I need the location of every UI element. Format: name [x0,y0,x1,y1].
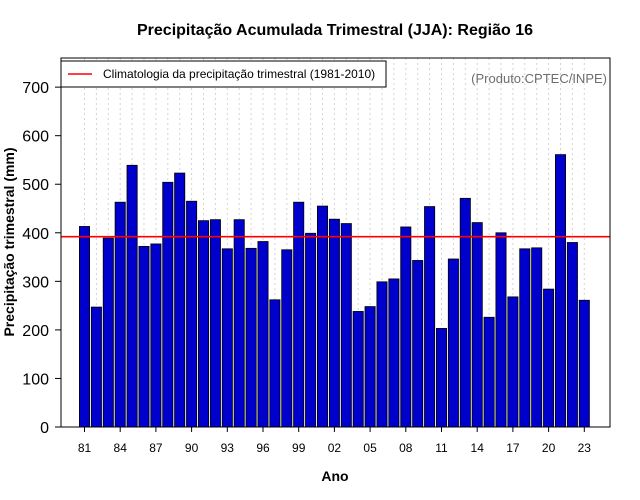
bar-2010 [424,206,436,428]
bar-2002 [328,218,340,428]
legend-box [60,60,387,88]
bar-2022 [566,242,578,428]
bar-1994 [233,219,245,428]
bar-1992 [209,219,221,428]
bar-1997 [269,299,281,428]
y-tick-label: 600 [22,129,49,146]
bar-2001 [316,205,328,428]
x-tick-label: 81 [78,441,92,455]
x-tick-label: 84 [114,441,128,455]
bar-1987 [150,243,162,428]
bar-2019 [531,247,543,428]
bar-1983 [102,237,114,428]
bar-1981 [79,226,91,428]
bar-2016 [495,232,507,428]
bar-2021 [555,154,567,428]
x-tick-label: 20 [542,441,556,455]
bar-2006 [376,281,388,428]
bar-1988 [162,181,174,428]
bar-1985 [126,164,138,428]
bar-1995 [245,247,257,428]
y-tick-label: 500 [22,177,49,194]
bar-2003 [340,223,352,428]
x-tick-label: 99 [292,441,306,455]
x-tick-label: 11 [435,441,448,455]
bar-1986 [138,245,150,428]
x-tick-label: 90 [185,441,199,455]
x-tick-label: 23 [578,441,592,455]
bar-2009 [412,260,424,428]
y-axis: 0 100 200 300 400 500 600 700 [22,80,61,437]
bar-2008 [400,226,412,428]
x-tick-label: 93 [221,441,235,455]
plot-frame [60,57,611,428]
bar-1982 [90,306,102,428]
bar-1989 [174,172,186,428]
x-tick-label: 02 [328,441,342,455]
bar-2005 [364,306,376,428]
bar-2013 [459,197,471,428]
grid-lines [84,58,585,427]
bar-1990 [186,200,198,428]
bar-2007 [388,278,400,428]
bar-1991 [197,220,209,428]
legend: Climatologia da precipitação trimestral … [60,60,387,88]
x-tick-label: 14 [471,441,485,455]
y-tick-label: 0 [40,420,49,437]
y-tick-label: 300 [22,274,49,291]
chart-title: Precipitação Acumulada Trimestral (JJA):… [137,22,533,39]
y-axis-title: Precipitação trimestral (mm) [1,147,17,336]
legend-label: Climatologia da precipitação trimestral … [103,67,375,81]
bar-2015 [483,316,495,428]
bar-1998 [281,249,293,428]
bar-2023 [578,299,590,428]
x-axis-title: Ano [321,468,348,484]
bar-2004 [352,311,364,428]
bar-2011 [435,328,447,428]
bar-2017 [507,296,519,428]
bars [79,154,590,428]
y-tick-label: 200 [22,323,49,340]
bar-2018 [519,248,531,428]
x-tick-label: 17 [506,441,520,455]
x-tick-label: 96 [256,441,270,455]
x-axis: 81 84 87 90 93 96 99 02 05 08 11 14 17 20 23 [78,427,591,455]
bar-2020 [543,288,555,428]
bar-1993 [221,248,233,428]
x-tick-label: 87 [149,441,163,455]
credit-text: (Produto:CPTEC/INPE) [471,71,607,86]
y-tick-label: 100 [22,371,49,388]
bar-2014 [471,222,483,428]
x-tick-label: 08 [399,441,413,455]
bar-2012 [447,258,459,428]
y-tick-label: 400 [22,226,49,243]
x-tick-label: 05 [363,441,377,455]
bar-1996 [257,241,269,428]
y-tick-label: 700 [22,80,49,97]
bar-2000 [305,232,317,428]
